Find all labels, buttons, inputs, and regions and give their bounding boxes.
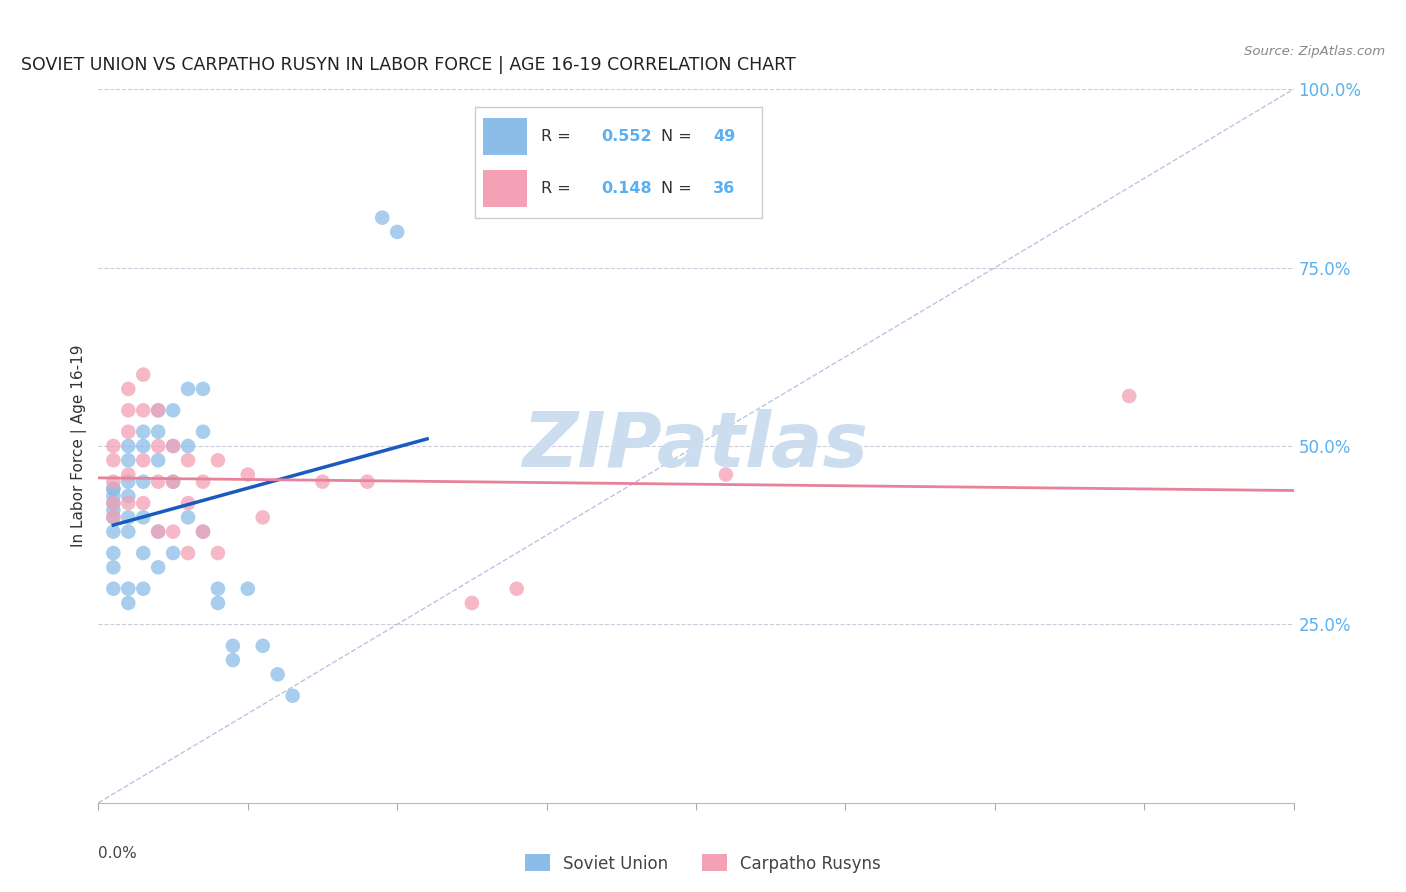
Legend: Soviet Union, Carpatho Rusyns: Soviet Union, Carpatho Rusyns [519,847,887,880]
Point [311,475,333,489]
Point [162,403,184,417]
Point [148,524,170,539]
Point [191,475,214,489]
Point [207,582,229,596]
Point [1118,389,1140,403]
Point [222,653,245,667]
Point [506,582,529,596]
Point [103,489,125,503]
Point [103,482,125,496]
Point [117,425,139,439]
Point [103,510,125,524]
Point [191,382,214,396]
Point [714,467,737,482]
Point [148,403,170,417]
Point [117,467,139,482]
Point [148,560,170,574]
Point [162,475,184,489]
Point [177,510,200,524]
Point [177,496,200,510]
Point [461,596,484,610]
Point [132,546,155,560]
Point [103,453,125,467]
Point [222,639,245,653]
Text: SOVIET UNION VS CARPATHO RUSYN IN LABOR FORCE | AGE 16-19 CORRELATION CHART: SOVIET UNION VS CARPATHO RUSYN IN LABOR … [21,56,796,74]
Point [103,524,125,539]
Point [177,382,200,396]
Point [356,475,378,489]
Text: Source: ZipAtlas.com: Source: ZipAtlas.com [1244,45,1385,58]
Point [148,453,170,467]
Y-axis label: In Labor Force | Age 16-19: In Labor Force | Age 16-19 [72,344,87,548]
Point [207,453,229,467]
Point [371,211,394,225]
Point [148,403,170,417]
Point [117,489,139,503]
Point [252,639,274,653]
Point [103,439,125,453]
Point [148,475,170,489]
Point [148,439,170,453]
Point [207,546,229,560]
Point [191,524,214,539]
Point [162,439,184,453]
Point [103,496,125,510]
Point [117,403,139,417]
Point [103,582,125,596]
Point [162,439,184,453]
Point [103,496,125,510]
Point [148,425,170,439]
Point [132,475,155,489]
Point [207,596,229,610]
Point [132,368,155,382]
Point [103,510,125,524]
Point [117,453,139,467]
Point [132,403,155,417]
Point [236,467,259,482]
Point [191,524,214,539]
Point [191,425,214,439]
Point [117,510,139,524]
Point [162,475,184,489]
Point [236,582,259,596]
Point [132,453,155,467]
Point [177,439,200,453]
Point [177,546,200,560]
Point [117,596,139,610]
Point [117,524,139,539]
Point [281,689,304,703]
Point [132,439,155,453]
Point [117,439,139,453]
Point [117,582,139,596]
Point [117,496,139,510]
Point [117,382,139,396]
Point [132,496,155,510]
Point [252,510,274,524]
Point [103,560,125,574]
Point [103,546,125,560]
Point [132,425,155,439]
Point [177,453,200,467]
Point [162,524,184,539]
Point [132,510,155,524]
Point [117,475,139,489]
Point [162,546,184,560]
Point [385,225,409,239]
Point [103,475,125,489]
Point [148,524,170,539]
Point [103,503,125,517]
Text: 0.0%: 0.0% [98,846,138,861]
Point [103,482,125,496]
Text: ZIPatlas: ZIPatlas [523,409,869,483]
Point [132,582,155,596]
Point [267,667,290,681]
